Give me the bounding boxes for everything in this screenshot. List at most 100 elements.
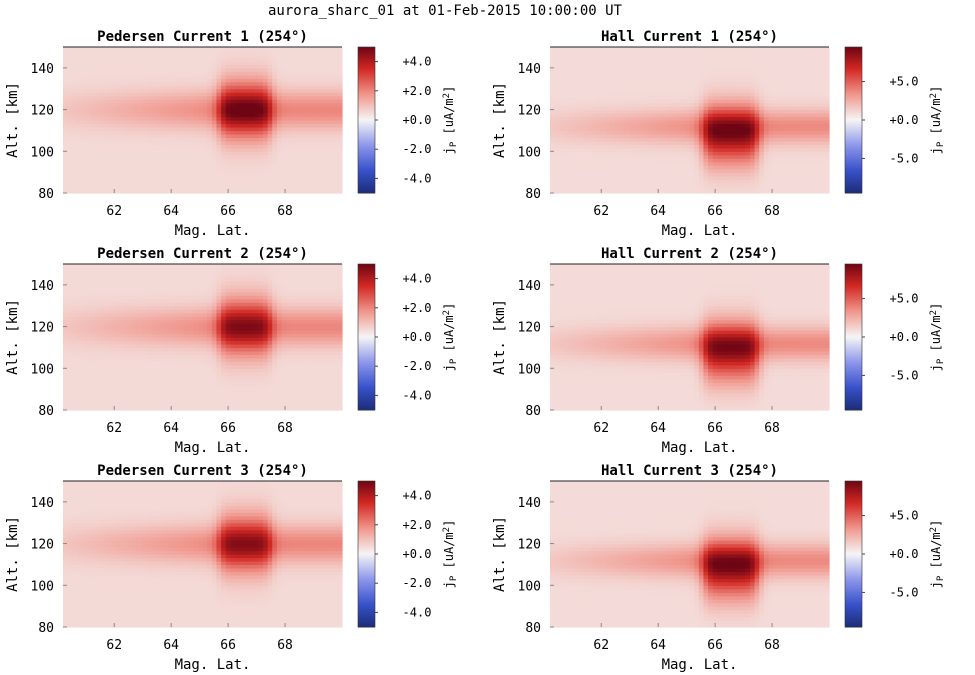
heatmap-cell: [100, 47, 106, 52]
heatmap-cell: [554, 154, 560, 159]
heatmap-cell: [272, 113, 278, 118]
heatmap-cell: [90, 144, 97, 149]
heatmap-cell: [736, 144, 742, 149]
heatmap-cell: [146, 88, 152, 93]
heatmap-cell: [272, 99, 278, 104]
heatmap-cell: [86, 158, 92, 163]
heatmap-cell: [146, 50, 152, 55]
heatmap-cell: [652, 113, 658, 118]
heatmap-cell: [216, 78, 222, 83]
heatmap-cell: [712, 60, 718, 65]
heatmap-cell: [749, 85, 756, 90]
heatmap-cell: [109, 130, 115, 135]
heatmap-cell: [791, 130, 798, 135]
heatmap-cell: [225, 123, 231, 128]
heatmap-cell: [239, 120, 245, 125]
heatmap-cell: [104, 130, 111, 135]
heatmap-cell: [629, 57, 635, 62]
heatmap-cell: [286, 81, 292, 86]
heatmap-cell: [680, 71, 686, 76]
heatmap-cell: [638, 126, 644, 132]
heatmap-cell: [712, 182, 718, 187]
heatmap-cell: [694, 47, 700, 52]
heatmap-cell: [109, 151, 115, 156]
heatmap-cell: [568, 95, 574, 100]
heatmap-cell: [550, 120, 556, 125]
heatmap-cell: [698, 144, 705, 149]
heatmap-cell: [146, 144, 152, 149]
heatmap-cell: [638, 50, 644, 55]
heatmap-cell: [610, 133, 616, 138]
heatmap-cell: [109, 158, 115, 163]
heatmap-cell: [230, 47, 236, 52]
heatmap-cell: [582, 123, 588, 128]
heatmap-cell: [749, 182, 756, 187]
heatmap-cell: [258, 133, 264, 138]
heatmap-cell: [698, 175, 705, 180]
heatmap-cell: [290, 57, 297, 62]
heatmap-cell: [740, 64, 746, 69]
heatmap-cell: [179, 64, 185, 69]
heatmap-cell: [740, 92, 746, 97]
heatmap-cell: [559, 144, 565, 149]
heatmap-cell: [221, 50, 227, 55]
heatmap-cell: [661, 95, 667, 100]
heatmap-cell: [796, 64, 802, 69]
heatmap-cell: [156, 71, 162, 76]
heatmap-cell: [332, 85, 338, 90]
heatmap-cell: [740, 137, 746, 142]
heatmap-cell: [262, 95, 269, 100]
heatmap-cell: [633, 140, 639, 145]
heatmap-cell: [174, 92, 180, 97]
colorbar-segment: [358, 112, 375, 116]
heatmap-cell: [156, 133, 162, 138]
heatmap-cell: [768, 133, 774, 138]
heatmap-cell: [337, 71, 343, 76]
heatmap-cell: [670, 137, 677, 142]
heatmap-cell: [225, 133, 231, 138]
heatmap-cell: [763, 109, 770, 114]
heatmap-cell: [559, 158, 565, 163]
heatmap-cell: [615, 158, 621, 163]
heatmap-cell: [591, 92, 598, 97]
heatmap-cell: [230, 137, 236, 142]
heatmap-cell: [318, 165, 324, 170]
heatmap-cell: [146, 154, 152, 159]
heatmap-cell: [768, 81, 774, 86]
heatmap-cell: [619, 81, 625, 86]
heatmap-cell: [216, 50, 222, 55]
heatmap-cell: [272, 109, 278, 114]
heatmap-cell: [290, 133, 297, 138]
heatmap-cell: [276, 126, 283, 132]
heatmap-cell: [179, 78, 185, 83]
heatmap-cell: [805, 50, 811, 55]
heatmap-cell: [86, 179, 92, 184]
heatmap-cell: [179, 95, 185, 100]
heatmap-cell: [670, 64, 677, 69]
heatmap-cell: [759, 137, 765, 142]
heatmap-cell: [314, 165, 320, 170]
heatmap-cell: [768, 99, 774, 104]
heatmap-cell: [188, 81, 194, 86]
heatmap-cell: [731, 116, 737, 121]
heatmap-cell: [624, 137, 630, 142]
heatmap-cell: [132, 53, 138, 59]
heatmap-cell: [183, 60, 190, 65]
heatmap-cell: [703, 120, 709, 125]
heatmap-cell: [554, 179, 560, 184]
heatmap-cell: [787, 78, 793, 83]
heatmap-cell: [629, 137, 635, 142]
heatmap-cell: [605, 53, 612, 59]
heatmap-cell: [95, 116, 101, 121]
heatmap-cell: [76, 144, 83, 149]
heatmap-cell: [328, 113, 334, 118]
heatmap-cell: [763, 168, 770, 173]
heatmap-cell: [95, 140, 101, 145]
heatmap-cell: [109, 78, 115, 83]
heatmap-cell: [731, 74, 737, 79]
heatmap-cell: [717, 182, 723, 187]
heatmap-cell: [787, 130, 793, 135]
heatmap-cell: [207, 151, 213, 156]
heatmap-cell: [675, 186, 681, 191]
heatmap-cell: [239, 88, 245, 93]
